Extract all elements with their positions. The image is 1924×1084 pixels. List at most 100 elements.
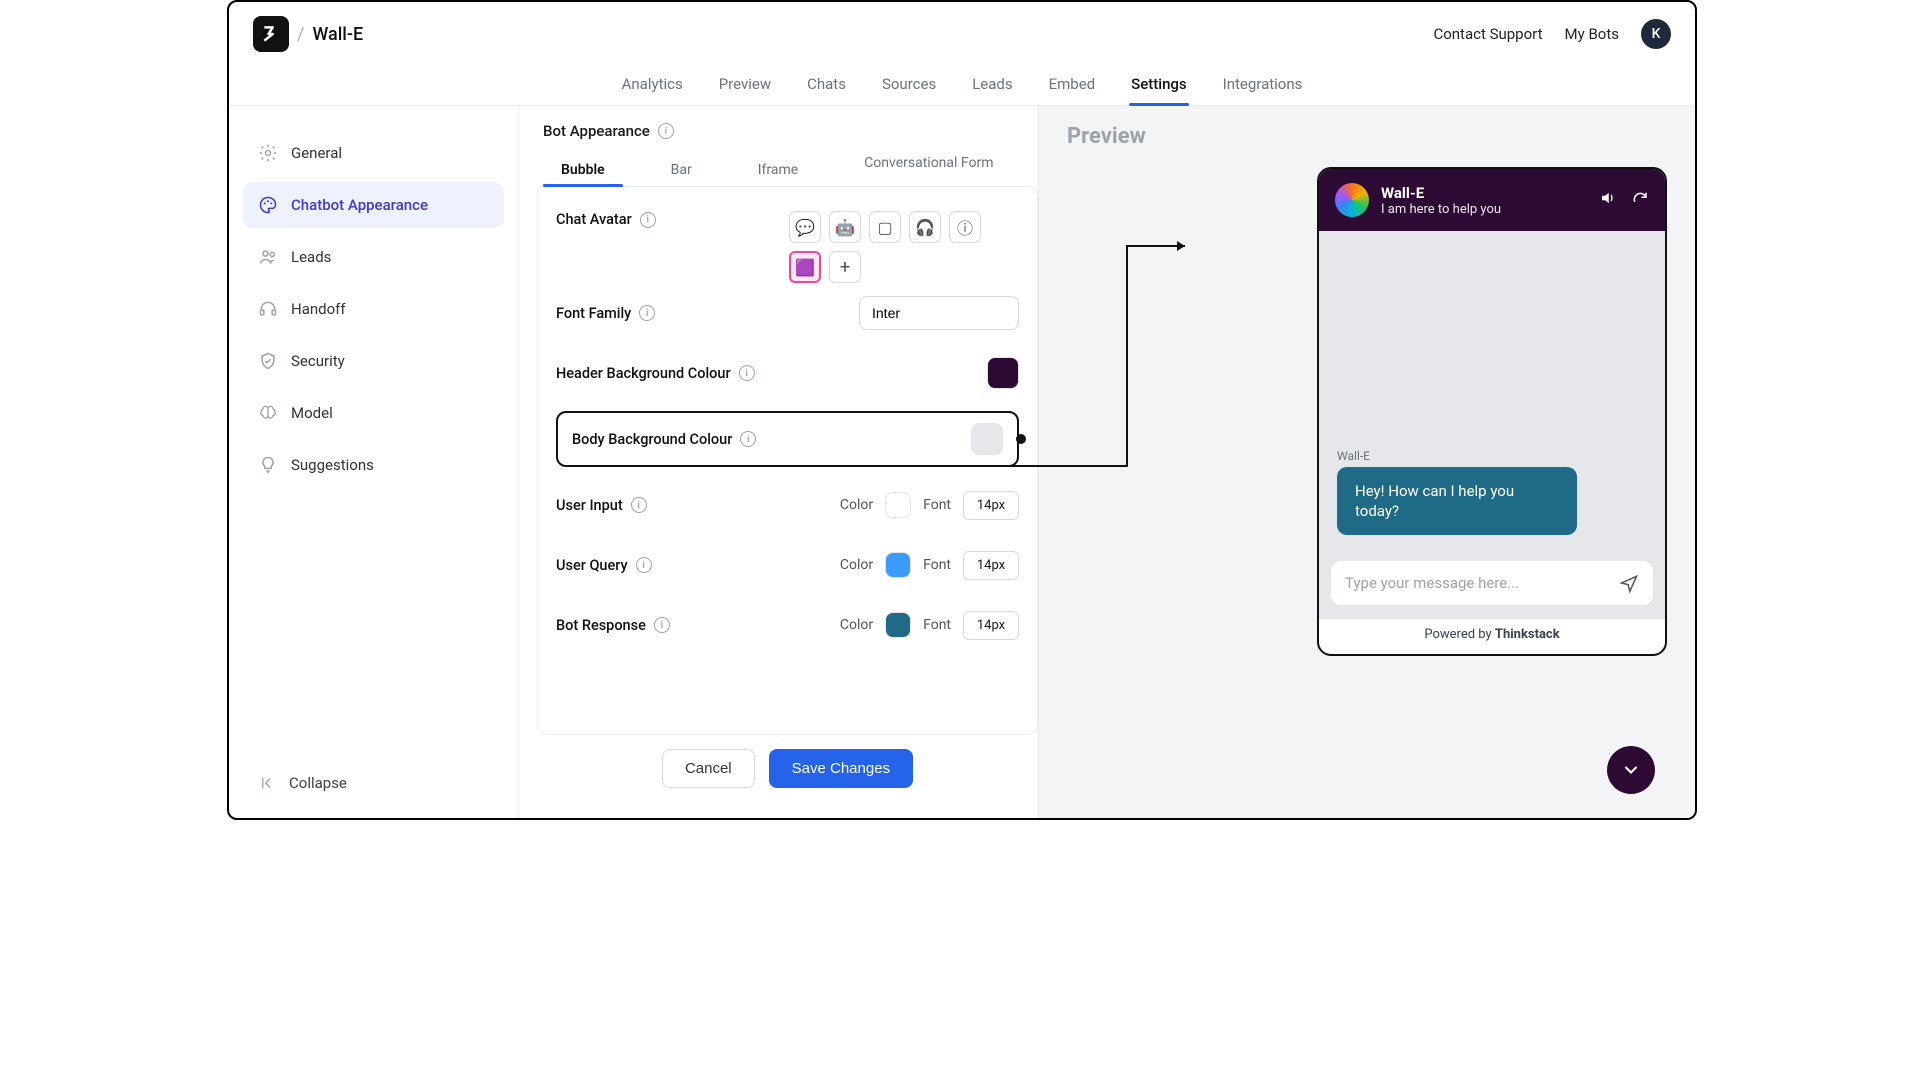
sidebar-item-general[interactable]: General	[243, 130, 504, 176]
subtab-bubble[interactable]: Bubble	[543, 154, 623, 186]
color-label: Color	[840, 497, 873, 513]
collapse-icon	[257, 772, 279, 794]
info-icon[interactable]: i	[640, 212, 656, 228]
body-bg-row-highlighted: Body Background Colour i	[556, 411, 1019, 467]
users-icon	[257, 246, 279, 268]
sidebar-item-leads[interactable]: Leads	[243, 234, 504, 280]
my-bots-link[interactable]: My Bots	[1565, 25, 1619, 43]
sidebar-item-label: Model	[291, 404, 333, 422]
gear-icon	[257, 142, 279, 164]
bot-response-color-swatch[interactable]	[885, 612, 911, 638]
font-label: Font	[923, 497, 951, 513]
tab-leads[interactable]: Leads	[972, 62, 1012, 105]
tab-analytics[interactable]: Analytics	[622, 62, 683, 105]
header-bg-color-swatch[interactable]	[987, 357, 1019, 389]
bot-name-label: Wall-E	[1337, 449, 1370, 463]
shield-icon	[257, 350, 279, 372]
breadcrumb-bot-name: Wall-E	[312, 24, 363, 45]
sound-icon[interactable]	[1599, 189, 1617, 211]
app-logo[interactable]	[253, 16, 289, 52]
font-label: Font	[923, 617, 951, 633]
info-icon[interactable]: i	[636, 557, 652, 573]
save-changes-button[interactable]: Save Changes	[769, 749, 913, 788]
avatar-option-support[interactable]: 🎧	[909, 211, 941, 243]
collapse-sidebar[interactable]: Collapse	[243, 762, 504, 804]
chat-avatar-label: Chat Avatar	[556, 211, 632, 228]
bot-response-label: Bot Response	[556, 617, 646, 634]
sidebar-item-suggestions[interactable]: Suggestions	[243, 442, 504, 488]
bot-response-font-size[interactable]: 14px	[963, 611, 1019, 640]
color-label: Color	[840, 617, 873, 633]
info-icon[interactable]: i	[740, 431, 756, 447]
avatar-option-message[interactable]: ▢	[869, 211, 901, 243]
subtab-bar[interactable]: Bar	[653, 154, 710, 186]
user-input-label: User Input	[556, 497, 623, 514]
avatar-option-info[interactable]: ⓘ	[949, 211, 981, 243]
tab-preview[interactable]: Preview	[719, 62, 771, 105]
bot-message-bubble: Hey! How can I help you today?	[1337, 467, 1577, 536]
sidebar-item-label: Handoff	[291, 300, 346, 318]
user-query-color-swatch[interactable]	[885, 552, 911, 578]
avatar-option-robot[interactable]: 🤖	[829, 211, 861, 243]
sidebar-item-label: Security	[291, 352, 345, 370]
send-icon[interactable]	[1619, 573, 1639, 593]
info-icon[interactable]: i	[654, 617, 670, 633]
chat-input-placeholder: Type your message here...	[1345, 574, 1619, 592]
user-query-label: User Query	[556, 557, 628, 574]
settings-sidebar: General Chatbot Appearance Leads Handoff…	[229, 106, 519, 818]
collapse-chat-fab[interactable]	[1607, 746, 1655, 794]
tab-embed[interactable]: Embed	[1049, 62, 1096, 105]
avatar-option-chat[interactable]: 💬	[789, 211, 821, 243]
refresh-icon[interactable]	[1631, 189, 1649, 211]
user-avatar[interactable]: K	[1641, 19, 1671, 49]
breadcrumb-separator: /	[297, 24, 304, 45]
chat-preview-widget: Wall-E I am here to help you Wall-E Hey!…	[1317, 167, 1667, 656]
sidebar-item-model[interactable]: Model	[243, 390, 504, 436]
chat-header-title: Wall-E	[1381, 184, 1501, 202]
collapse-label: Collapse	[289, 774, 347, 792]
font-family-input[interactable]	[859, 296, 1019, 330]
section-title: Bot Appearance	[543, 122, 650, 140]
font-family-label: Font Family	[556, 305, 631, 322]
sidebar-item-label: Chatbot Appearance	[291, 196, 428, 214]
font-label: Font	[923, 557, 951, 573]
color-label: Color	[840, 557, 873, 573]
info-icon[interactable]: i	[639, 305, 655, 321]
chat-logo-icon	[1335, 183, 1369, 217]
appearance-settings-panel: Bot Appearance i Bubble Bar Iframe Conve…	[519, 106, 1039, 818]
subtab-iframe[interactable]: Iframe	[740, 154, 816, 186]
avatar-add-button[interactable]: +	[829, 251, 861, 283]
tab-integrations[interactable]: Integrations	[1223, 62, 1303, 105]
body-bg-color-swatch[interactable]	[971, 423, 1003, 455]
sidebar-item-security[interactable]: Security	[243, 338, 504, 384]
user-input-font-size[interactable]: 14px	[963, 491, 1019, 520]
cancel-button[interactable]: Cancel	[662, 749, 755, 788]
top-header: / Wall-E Contact Support My Bots K	[229, 2, 1695, 58]
chat-input-field[interactable]: Type your message here...	[1331, 561, 1653, 605]
subtab-conversational-form[interactable]: Conversational Form	[846, 154, 1011, 186]
palette-icon	[257, 194, 279, 216]
user-query-font-size[interactable]: 14px	[963, 551, 1019, 580]
powered-by: Powered by Thinkstack	[1319, 619, 1665, 654]
info-icon[interactable]: i	[739, 365, 755, 381]
avatar-option-custom[interactable]: 🟪	[789, 251, 821, 283]
info-icon[interactable]: i	[631, 497, 647, 513]
sidebar-item-handoff[interactable]: Handoff	[243, 286, 504, 332]
preview-title: Preview	[1067, 124, 1667, 149]
lightbulb-icon	[257, 454, 279, 476]
sidebar-item-chatbot-appearance[interactable]: Chatbot Appearance	[243, 182, 504, 228]
main-nav-tabs: Analytics Preview Chats Sources Leads Em…	[229, 58, 1695, 106]
user-input-color-swatch[interactable]	[885, 492, 911, 518]
body-bg-label: Body Background Colour	[572, 431, 732, 448]
brain-icon	[257, 402, 279, 424]
preview-panel: Preview Wall-E I am here to help you	[1039, 106, 1695, 818]
tab-chats[interactable]: Chats	[807, 62, 846, 105]
info-icon[interactable]: i	[658, 123, 674, 139]
sidebar-item-label: General	[291, 144, 342, 162]
tab-sources[interactable]: Sources	[882, 62, 936, 105]
sidebar-item-label: Suggestions	[291, 456, 374, 474]
headset-icon	[257, 298, 279, 320]
contact-support-link[interactable]: Contact Support	[1433, 25, 1542, 43]
tab-settings[interactable]: Settings	[1131, 62, 1187, 105]
header-bg-label: Header Background Colour	[556, 365, 731, 382]
